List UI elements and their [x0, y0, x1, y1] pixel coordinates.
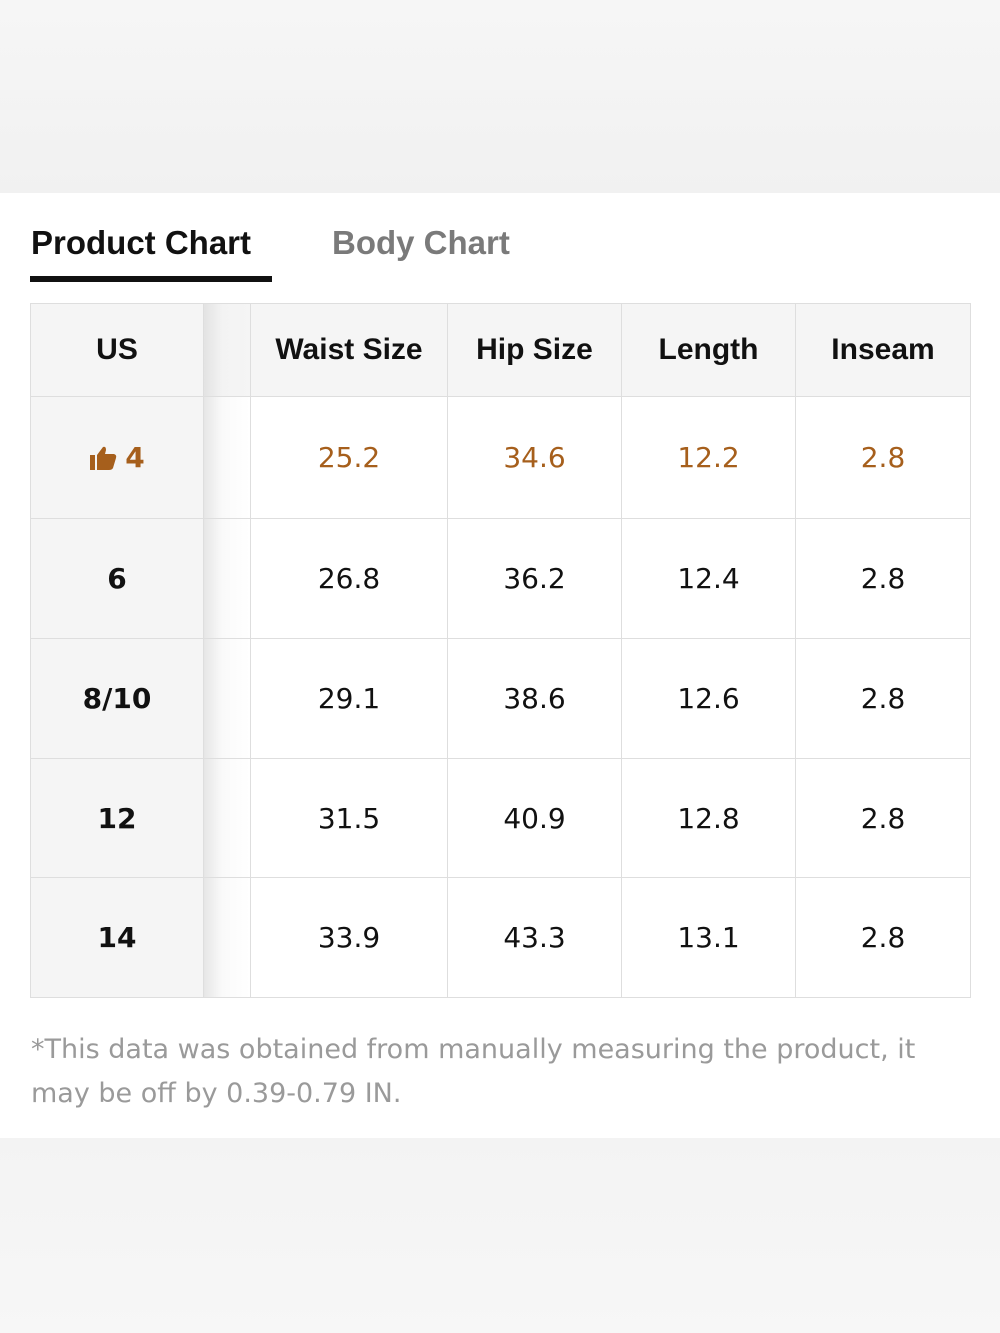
table-cell: 12.6 [621, 638, 796, 759]
table-cell: 2.8 [795, 638, 971, 759]
cell-text: 14 [97, 921, 137, 954]
table-cell: 2.8 [795, 518, 971, 639]
table-cell: 4 [30, 396, 204, 519]
header-text: Length [658, 333, 759, 366]
cell-text: 12.6 [677, 682, 740, 715]
table-cell: 6 [30, 518, 204, 639]
header-text: Inseam [831, 333, 935, 366]
table-cell: 12.4 [621, 518, 796, 639]
tab-product-chart[interactable]: Product Chart [31, 224, 252, 261]
cell-text: 43.3 [503, 921, 566, 954]
background [0, 0, 1000, 193]
cell-text: 34.6 [503, 441, 566, 474]
table-cell: 33.9 [250, 877, 448, 998]
table-cell: 12.2 [621, 396, 796, 519]
cell-text: 36.2 [503, 562, 566, 595]
cell-text: 4 [125, 441, 145, 474]
table-cell: 2.8 [795, 758, 971, 878]
cell-text: 12.4 [677, 562, 740, 595]
header-cell: US [30, 303, 204, 397]
recommended-icon [90, 446, 117, 470]
tab-body-chart[interactable]: Body Chart [332, 224, 510, 261]
column-shadow [203, 877, 251, 998]
cell-text: 2.8 [860, 682, 906, 715]
table-cell: 29.1 [250, 638, 448, 759]
cell-text: 2.8 [860, 562, 906, 595]
header-cell: Hip Size [447, 303, 622, 397]
cell-text: 13.1 [677, 921, 740, 954]
footnote: *This data was obtained from manually me… [31, 1034, 916, 1109]
table-cell: 26.8 [250, 518, 448, 639]
cell-text: 2.8 [860, 441, 906, 474]
header-text: Waist Size [275, 333, 423, 366]
table-cell: 34.6 [447, 396, 622, 519]
column-shadow [203, 303, 251, 397]
column-shadow [203, 518, 251, 639]
header-text: US [96, 333, 138, 366]
table-cell: 43.3 [447, 877, 622, 998]
cell-text: 2.8 [860, 801, 906, 835]
background [0, 1138, 1000, 1333]
table-cell: 25.2 [250, 396, 448, 519]
table-cell: 38.6 [447, 638, 622, 759]
cell-text: 2.8 [860, 921, 906, 954]
cell-text: 38.6 [503, 682, 566, 715]
table-cell: 36.2 [447, 518, 622, 639]
cell-text: 29.1 [317, 682, 381, 715]
header-cell: Length [621, 303, 796, 397]
cell-text: 12.2 [677, 441, 740, 474]
table-cell: 12.8 [621, 758, 796, 878]
table-cell: 31.5 [250, 758, 448, 878]
header-cell: Inseam [795, 303, 971, 397]
table-cell: 2.8 [795, 396, 971, 519]
cell-text: 12 [97, 801, 137, 835]
table-cell: 14 [30, 877, 204, 998]
cell-text: 40.9 [503, 801, 566, 835]
cell-text: 25.2 [317, 441, 381, 474]
cell-text: 12.8 [677, 801, 740, 835]
table-cell: 2.8 [795, 877, 971, 998]
cell-text: 8/10 [82, 682, 152, 715]
table-cell: 12 [30, 758, 204, 878]
cell-text: 26.8 [317, 562, 381, 595]
cell-text: 33.9 [317, 921, 381, 954]
column-shadow [203, 396, 251, 519]
column-shadow [203, 758, 251, 878]
header-cell: Waist Size [250, 303, 448, 397]
table-cell: 40.9 [447, 758, 622, 878]
table-cell: 13.1 [621, 877, 796, 998]
active-tab-indicator [30, 276, 272, 282]
cell-text: 6 [107, 562, 127, 595]
cell-text: 31.5 [317, 801, 381, 835]
column-shadow [203, 638, 251, 759]
table-cell: 8/10 [30, 638, 204, 759]
header-text: Hip Size [476, 333, 593, 366]
